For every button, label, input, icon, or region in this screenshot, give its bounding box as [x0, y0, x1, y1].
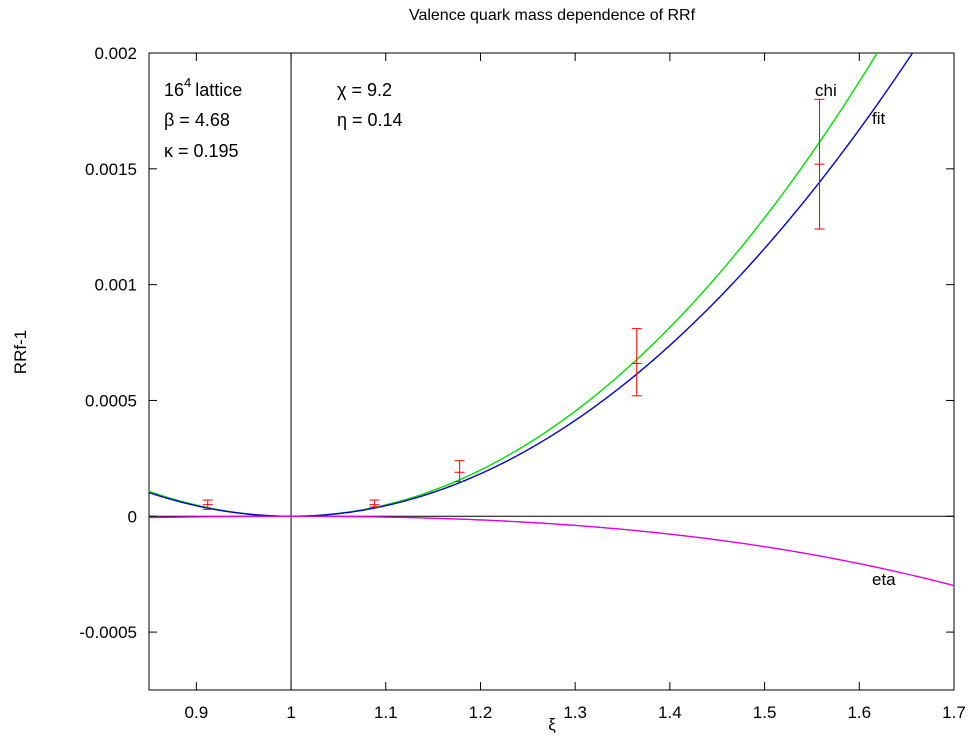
series-chi-line — [149, 53, 878, 517]
y-axis-label: RRf-1 — [11, 330, 30, 374]
data-point — [814, 98, 825, 230]
series-fit-line — [149, 53, 914, 517]
x-axis-label: ξ — [548, 715, 556, 734]
x-tick-label: 1.7 — [942, 703, 966, 722]
data-point — [454, 460, 465, 483]
x-tick-label: 1.2 — [469, 703, 493, 722]
eta-curve-label: eta — [872, 570, 896, 589]
x-tick-label: 1 — [286, 703, 295, 722]
data-point — [202, 499, 213, 510]
y-tick-label: 0 — [128, 507, 137, 526]
series-eta-line — [149, 515, 954, 587]
plot-frame — [148, 52, 955, 691]
kappa-annotation: κ = 0.195 — [164, 141, 239, 161]
fit-curve-label: fit — [872, 109, 886, 128]
lattice-exponent: 4 — [184, 75, 191, 90]
chart-title: Valence quark mass dependence of RRf — [409, 7, 696, 24]
y-tick-label: 0.001 — [94, 276, 137, 295]
lattice-annotation: 164 lattice — [164, 75, 242, 100]
x-tick-label: 1.1 — [374, 703, 398, 722]
x-tick-label: 1.6 — [847, 703, 871, 722]
chi-curve-label: chi — [815, 81, 837, 100]
plot-area — [148, 52, 955, 691]
y-tick-label: -0.0005 — [79, 623, 137, 642]
x-tick-label: 1.5 — [753, 703, 777, 722]
eta-value-annotation: η = 0.14 — [337, 110, 403, 130]
y-tick-label: 0.0005 — [85, 391, 137, 410]
x-tick-label: 1.4 — [658, 703, 682, 722]
x-tick-label: 0.9 — [185, 703, 209, 722]
y-tick-label: 0.0015 — [85, 160, 137, 179]
x-tick-label: 1.3 — [563, 703, 587, 722]
error-bars — [202, 98, 825, 510]
lattice-size: 16 — [164, 80, 184, 100]
data-point — [631, 328, 642, 397]
chi-value-annotation: χ = 9.2 — [337, 80, 392, 100]
data-point — [369, 499, 380, 508]
reference-lines — [149, 53, 954, 690]
axis-ticks: 0.9 1 1.1 1.2 1.3 1.4 1.5 1.6 1.7 -0.0005 0 0.0005 0… — [79, 44, 965, 722]
beta-annotation: β = 4.68 — [164, 110, 230, 130]
lattice-word: lattice — [195, 80, 242, 100]
y-tick-label: 0.002 — [94, 44, 137, 63]
